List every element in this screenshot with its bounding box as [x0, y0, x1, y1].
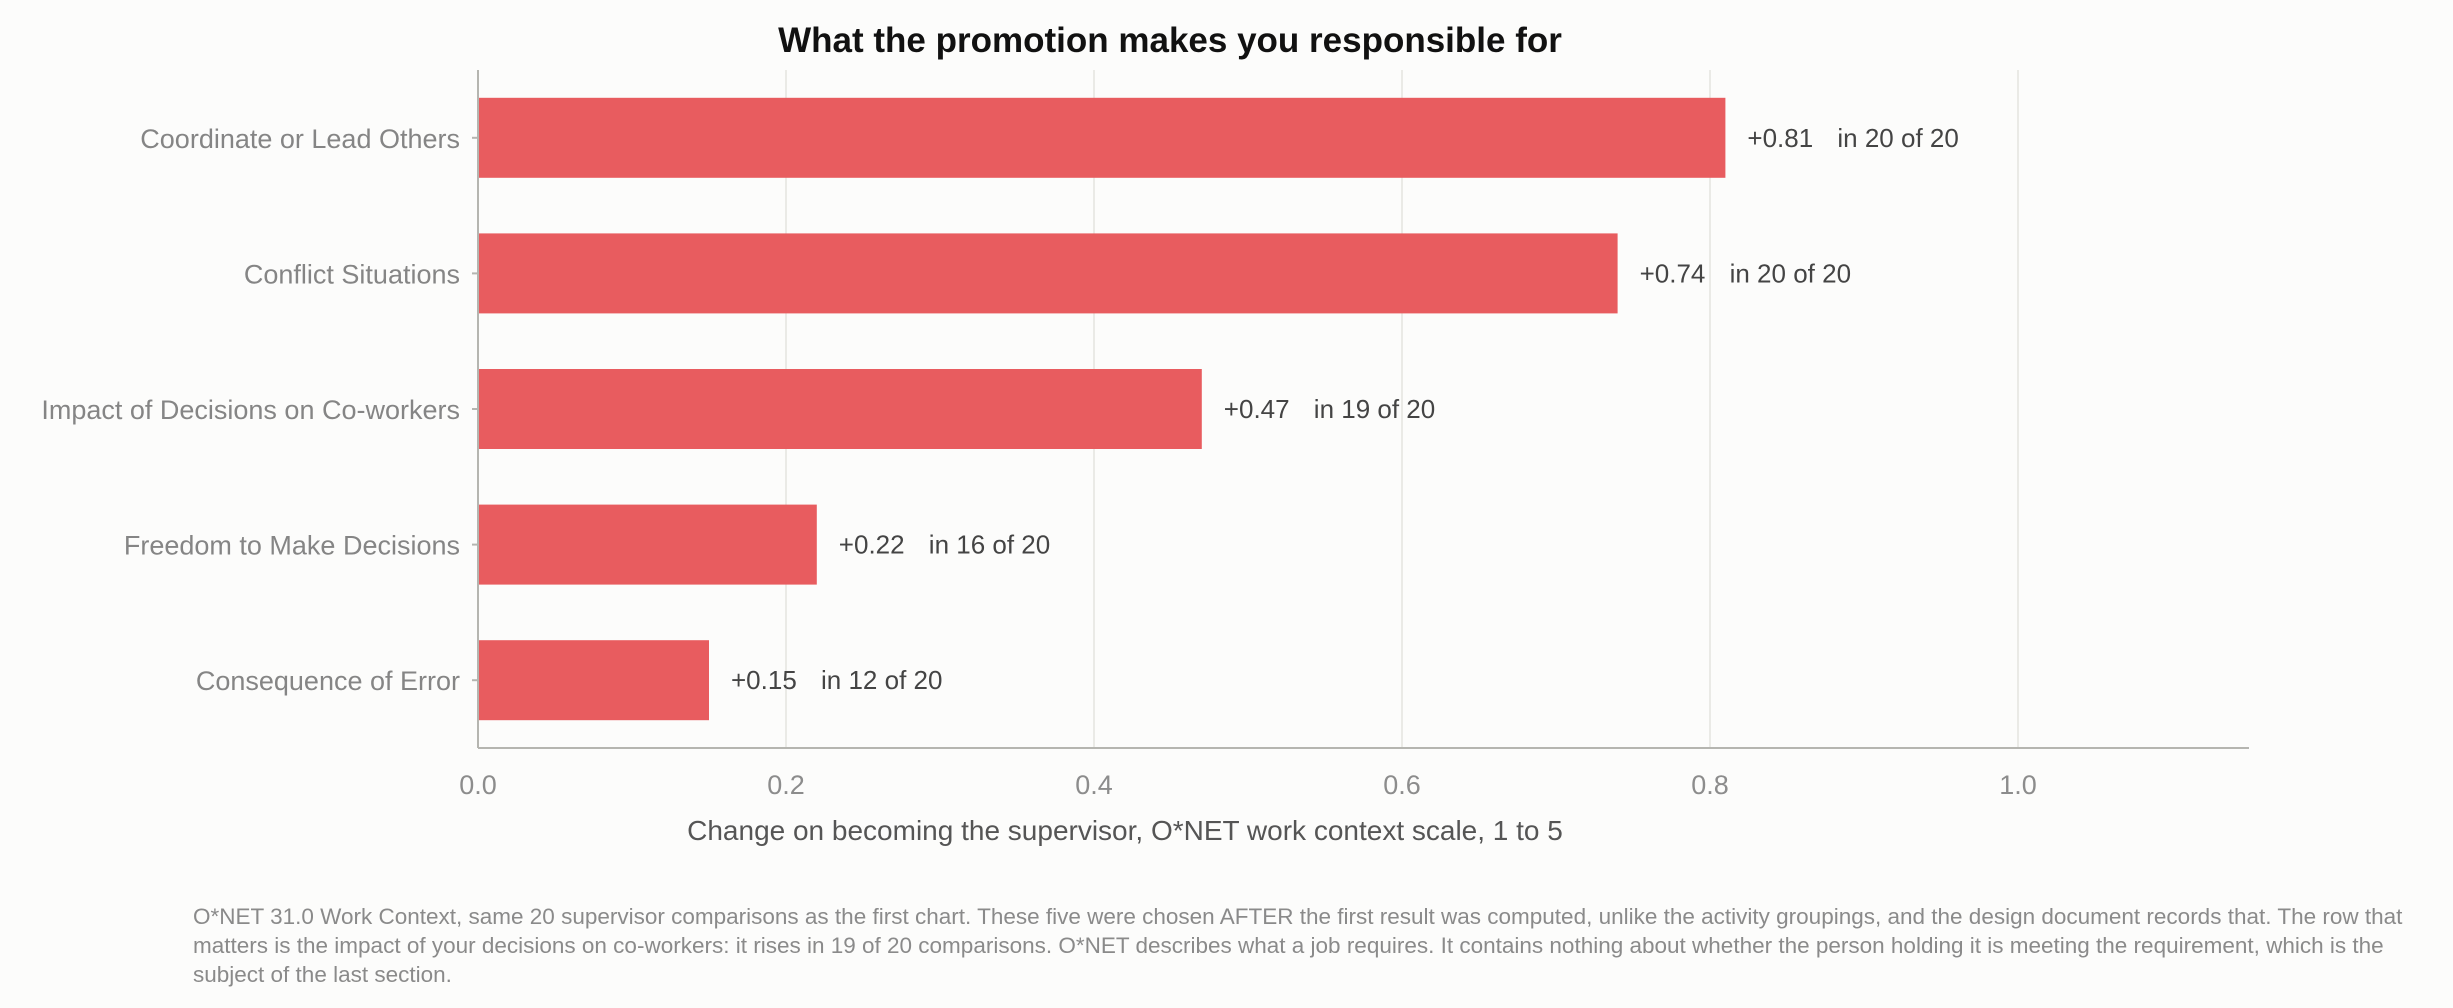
x-tick-label: 0.8: [1691, 770, 1729, 800]
x-axis-label: Change on becoming the supervisor, O*NET…: [687, 815, 1563, 846]
x-tick-label: 0.0: [459, 770, 497, 800]
category-label: Coordinate or Lead Others: [140, 124, 460, 154]
bar: [478, 640, 709, 721]
category-label: Conflict Situations: [244, 259, 460, 289]
grid-lines: [785, 70, 2019, 748]
count-label: in 19 of 20: [1314, 394, 1435, 424]
x-tick-label: 0.6: [1383, 770, 1421, 800]
x-tick-label: 0.2: [767, 770, 805, 800]
value-label: +0.81: [1747, 123, 1813, 153]
count-label: in 20 of 20: [1730, 258, 1851, 288]
value-label: +0.47: [1224, 394, 1290, 424]
category-label: Impact of Decisions on Co-workers: [41, 395, 460, 425]
count-label: in 16 of 20: [929, 530, 1050, 560]
count-label: in 20 of 20: [1837, 123, 1958, 153]
count-label: in 12 of 20: [821, 665, 942, 695]
x-tick-label: 0.4: [1075, 770, 1113, 800]
category-label: Freedom to Make Decisions: [124, 531, 460, 561]
value-label: +0.74: [1640, 258, 1706, 288]
chart-title: What the promotion makes you responsible…: [778, 21, 1562, 60]
bars: [478, 97, 1726, 721]
axes: [472, 70, 2249, 749]
bar: [478, 504, 817, 585]
footnote: O*NET 31.0 Work Context, same 20 supervi…: [193, 904, 2403, 987]
category-label: Consequence of Error: [196, 666, 460, 696]
value-label: +0.22: [839, 530, 905, 560]
bar: [478, 369, 1202, 449]
labels: 0.0 0.2 0.4 0.6 0.8 1.0 Coordinate or Lead Oth…: [41, 123, 2036, 800]
bar: [478, 233, 1618, 314]
bar: [478, 97, 1726, 178]
value-label: +0.15: [731, 665, 797, 695]
x-tick-label: 1.0: [1999, 770, 2037, 800]
